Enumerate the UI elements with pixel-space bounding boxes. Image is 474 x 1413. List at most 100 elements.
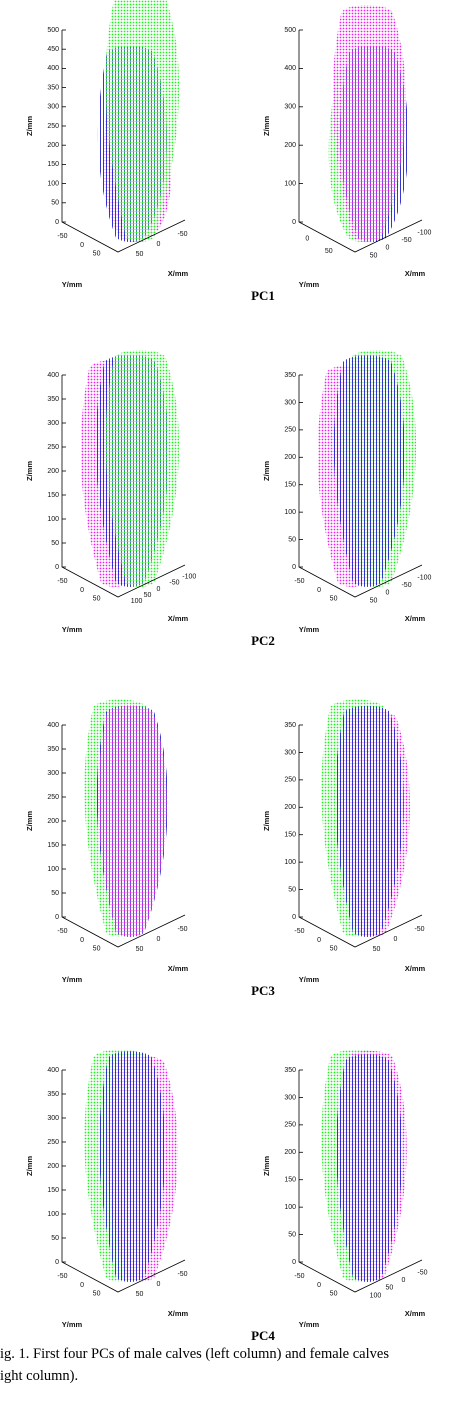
z-tick-label: 200 bbox=[284, 142, 296, 149]
z-tick-label: 300 bbox=[47, 420, 59, 427]
y-tick-label: 50 bbox=[330, 596, 338, 603]
z-tick-label: 200 bbox=[47, 142, 59, 149]
z-tick-label: 200 bbox=[284, 804, 296, 811]
y-tick-label: 0 bbox=[80, 937, 84, 944]
z-tick-label: 350 bbox=[284, 722, 296, 729]
z-tick-label: 100 bbox=[284, 859, 296, 866]
z-tick-label: 0 bbox=[292, 914, 296, 921]
x-tick-label: 0 bbox=[157, 1281, 161, 1288]
panel: 400350300250200150100500Z/mm-50050Y/mm10… bbox=[25, 350, 196, 634]
y-tick-label: -50 bbox=[57, 928, 67, 935]
z-tick-label: 250 bbox=[47, 444, 59, 451]
z-tick-label: 50 bbox=[288, 536, 296, 543]
y-tick-label: -50 bbox=[57, 1273, 67, 1280]
z-tick-label: 0 bbox=[292, 219, 296, 226]
z-tick-label: 150 bbox=[47, 842, 59, 849]
z-tick-label: 350 bbox=[284, 372, 296, 379]
x-tick-label: -50 bbox=[401, 582, 411, 589]
y-tick-label: 0 bbox=[80, 1282, 84, 1289]
z-tick-label: 300 bbox=[284, 1094, 296, 1101]
z-axis-label: Z/mm bbox=[262, 811, 271, 831]
point-cloud bbox=[332, 5, 407, 242]
y-tick-label: 0 bbox=[80, 587, 84, 594]
z-tick-label: 100 bbox=[47, 180, 59, 187]
z-tick-label: 150 bbox=[47, 161, 59, 168]
x-axis-label: X/mm bbox=[405, 964, 426, 973]
z-axis-label: Z/mm bbox=[25, 811, 34, 831]
x-tick-label: -100 bbox=[417, 229, 431, 236]
x-axis-label: X/mm bbox=[405, 269, 426, 278]
y-tick-label: 0 bbox=[305, 236, 309, 243]
point-cloud bbox=[105, 0, 180, 242]
z-tick-label: 250 bbox=[47, 1139, 59, 1146]
x-tick-label: -50 bbox=[169, 580, 179, 587]
z-tick-label: 0 bbox=[55, 1259, 59, 1266]
z-tick-label: 50 bbox=[288, 886, 296, 893]
z-tick-label: 200 bbox=[47, 1163, 59, 1170]
z-tick-label: 250 bbox=[284, 777, 296, 784]
y-tick-label: -50 bbox=[294, 578, 304, 585]
z-tick-label: 0 bbox=[292, 564, 296, 571]
x-tick-label: -50 bbox=[177, 1271, 187, 1278]
z-tick-label: 350 bbox=[47, 84, 59, 91]
y-tick-label: 50 bbox=[93, 1291, 101, 1298]
z-tick-label: 400 bbox=[47, 372, 59, 379]
y-tick-label: -50 bbox=[294, 928, 304, 935]
point-cloud bbox=[105, 350, 180, 587]
z-tick-label: 350 bbox=[47, 746, 59, 753]
panel: 350 300 250 200 150 100 50 0 Z/mm -50 0 50 Y/mm 50 0 -5… bbox=[262, 699, 426, 984]
z-tick-label: 250 bbox=[284, 1122, 296, 1129]
panel: 5004003002001000Z/mm050Y/mm500-50-100X/m… bbox=[262, 5, 432, 289]
y-axis-label: Y/mm bbox=[299, 1320, 320, 1329]
z-axis-label: Z/mm bbox=[25, 1156, 34, 1176]
z-tick-label: 350 bbox=[284, 1067, 296, 1074]
z-tick-label: 50 bbox=[288, 1231, 296, 1238]
y-tick-label: 50 bbox=[93, 596, 101, 603]
z-tick-label: 150 bbox=[284, 832, 296, 839]
z-tick-label: 150 bbox=[284, 482, 296, 489]
x-tick-label: 100 bbox=[370, 1292, 382, 1299]
z-tick-label: 100 bbox=[47, 866, 59, 873]
z-tick-label: 0 bbox=[55, 914, 59, 921]
y-axis-label: Y/mm bbox=[62, 975, 83, 984]
y-axis-label: Y/mm bbox=[62, 1320, 83, 1329]
y-axis-label: Y/mm bbox=[62, 625, 83, 634]
z-tick-label: 400 bbox=[47, 722, 59, 729]
x-tick-label: 0 bbox=[157, 241, 161, 248]
row-label: PC1 bbox=[251, 288, 275, 303]
y-tick-label: -50 bbox=[57, 233, 67, 240]
x-tick-label: 0 bbox=[401, 1277, 405, 1284]
y-tick-label: 0 bbox=[317, 1282, 321, 1289]
y-tick-label: 0 bbox=[317, 937, 321, 944]
z-axis-label: Z/mm bbox=[262, 116, 271, 136]
z-tick-label: 100 bbox=[47, 1211, 59, 1218]
y-axis-label: Y/mm bbox=[299, 625, 320, 634]
axes bbox=[298, 1070, 423, 1293]
y-axis-label: Y/mm bbox=[299, 975, 320, 984]
z-axis-label: Z/mm bbox=[262, 1156, 271, 1176]
x-tick-label: 50 bbox=[144, 592, 152, 599]
z-tick-label: 300 bbox=[284, 749, 296, 756]
z-tick-label: 300 bbox=[284, 104, 296, 111]
z-tick-label: 200 bbox=[284, 454, 296, 461]
z-tick-label: 300 bbox=[47, 1115, 59, 1122]
z-tick-label: 0 bbox=[55, 564, 59, 571]
z-tick-label: 300 bbox=[284, 399, 296, 406]
y-tick-label: -50 bbox=[294, 1273, 304, 1280]
row-label: PC3 bbox=[251, 983, 275, 998]
point-cloud bbox=[99, 1051, 166, 1282]
caption-line: ig. 1. First four PCs of male calves (le… bbox=[0, 1346, 389, 1362]
y-tick-label: 0 bbox=[80, 242, 84, 249]
x-tick-label: 50 bbox=[370, 252, 378, 259]
z-tick-label: 450 bbox=[47, 46, 59, 53]
x-tick-label: 0 bbox=[386, 245, 390, 252]
x-axis-label: X/mm bbox=[168, 269, 189, 278]
z-tick-label: 200 bbox=[47, 468, 59, 475]
x-tick-label: 0 bbox=[394, 936, 398, 943]
y-tick-label: 0 bbox=[317, 587, 321, 594]
z-tick-label: 50 bbox=[51, 890, 59, 897]
z-tick-label: 50 bbox=[51, 200, 59, 207]
z-tick-label: 400 bbox=[47, 1067, 59, 1074]
